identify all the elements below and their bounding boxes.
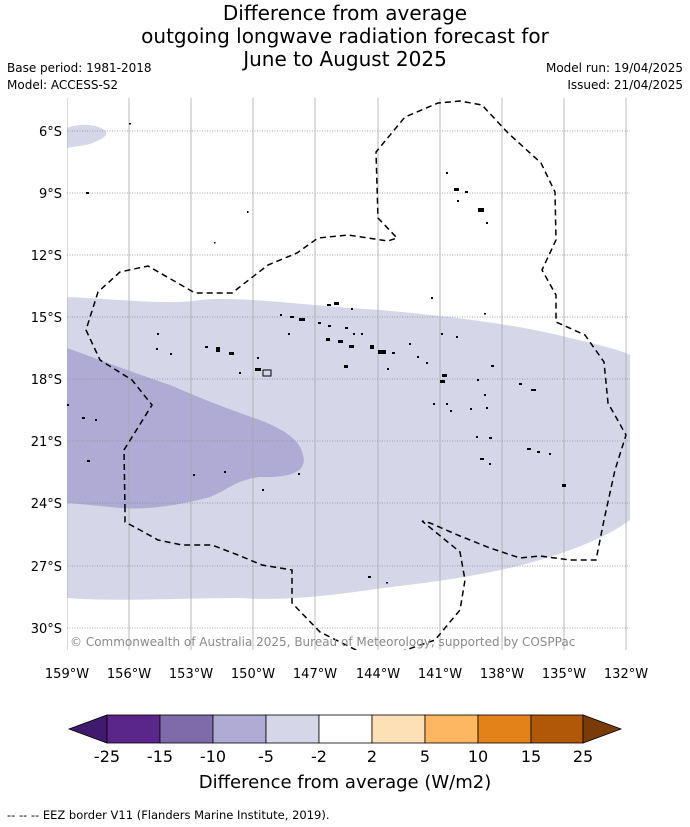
eez-border bbox=[85, 100, 627, 650]
base-period: Base period: 1981-2018 bbox=[7, 61, 152, 75]
model-name: Model: ACCESS-S2 bbox=[7, 78, 119, 92]
lat-label: 30°S bbox=[31, 622, 62, 637]
longitude-labels: 159°W 156°W 153°W 150°W 147°W 144°W 141°… bbox=[45, 667, 648, 682]
model-run: Model run: 19/04/2025 bbox=[545, 61, 683, 75]
anomaly-band-light bbox=[67, 297, 630, 600]
colorbar-cell bbox=[530, 714, 584, 744]
colorbar-tick: 25 bbox=[573, 747, 593, 766]
colorbar bbox=[67, 714, 623, 744]
lon-label: 153°W bbox=[169, 667, 213, 682]
lon-label: 150°W bbox=[231, 667, 275, 682]
colorbar-cell bbox=[212, 714, 267, 744]
meta-right: Model run: 19/04/2025 Issued: 21/04/2025 bbox=[546, 60, 683, 94]
lat-label: 12°S bbox=[31, 249, 62, 264]
issued-date: Issued: 21/04/2025 bbox=[567, 78, 683, 92]
colorbar-tick: 5 bbox=[420, 747, 430, 766]
lon-label: 141°W bbox=[418, 667, 462, 682]
anomaly-patch-top-left bbox=[67, 124, 107, 148]
colorbar-tick: -15 bbox=[147, 747, 173, 766]
colorbar-min-arrow bbox=[67, 714, 108, 744]
colorbar-label: Difference from average (W/m2) bbox=[199, 772, 491, 793]
colorbar-cell bbox=[477, 714, 532, 744]
title-line-3: June to August 2025 bbox=[243, 47, 447, 71]
latitude-labels: 6°S 9°S 12°S 15°S 18°S 21°S 24°S 27°S 30… bbox=[31, 125, 62, 637]
title-line-1: Difference from average bbox=[222, 1, 468, 25]
lon-label: 147°W bbox=[293, 667, 337, 682]
colorbar-cell bbox=[159, 714, 214, 744]
meridian-lines bbox=[67, 98, 627, 650]
colorbar-max-arrow bbox=[582, 714, 623, 744]
lon-label: 138°W bbox=[480, 667, 524, 682]
lon-label: 144°W bbox=[356, 667, 400, 682]
colorbar-cell bbox=[371, 714, 426, 744]
anomaly-band-dark bbox=[67, 348, 304, 509]
colorbar-cell bbox=[318, 714, 373, 744]
lon-label: 135°W bbox=[542, 667, 586, 682]
lat-label: 21°S bbox=[31, 435, 62, 450]
lon-label: 132°W bbox=[604, 667, 648, 682]
colorbar-tick: -10 bbox=[200, 747, 226, 766]
meta-left: Base period: 1981-2018 Model: ACCESS-S2 bbox=[7, 60, 152, 94]
island-markers bbox=[67, 123, 566, 584]
lat-label: 6°S bbox=[39, 125, 62, 140]
colorbar-cell bbox=[265, 714, 320, 744]
title-line-2: outgoing longwave radiation forecast for bbox=[141, 24, 549, 48]
lat-label: 9°S bbox=[39, 187, 62, 202]
copyright-text: © Commonwealth of Australia 2025, Bureau… bbox=[70, 635, 575, 649]
colorbar-tick: 10 bbox=[468, 747, 488, 766]
colorbar-cell bbox=[106, 714, 161, 744]
colorbar-tick: -25 bbox=[94, 747, 120, 766]
lat-label: 24°S bbox=[31, 497, 62, 512]
eez-legend-note: -- -- -- EEZ border V11 (Flanders Marine… bbox=[7, 808, 330, 822]
colorbar-tick: -5 bbox=[258, 747, 274, 766]
lat-label: 27°S bbox=[31, 560, 62, 575]
colorbar-tick: 15 bbox=[521, 747, 541, 766]
lat-label: 15°S bbox=[31, 311, 62, 326]
colorbar-tick: -2 bbox=[311, 747, 327, 766]
colorbar-ticks: -25 -15 -10 -5 -2 2 5 10 15 25 bbox=[94, 747, 593, 766]
lon-label: 159°W bbox=[45, 667, 89, 682]
map-area bbox=[67, 98, 630, 650]
colorbar-cell bbox=[424, 714, 479, 744]
lon-label: 156°W bbox=[107, 667, 151, 682]
lat-label: 18°S bbox=[31, 373, 62, 388]
colorbar-tick: 2 bbox=[367, 747, 377, 766]
